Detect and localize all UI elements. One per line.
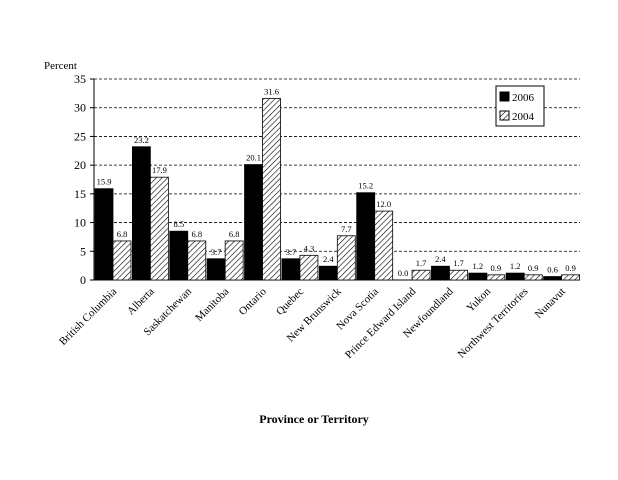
category-label-prince-edward-island: Prince Edward Island xyxy=(343,285,419,361)
legend: 2006 2004 xyxy=(495,85,545,127)
bar-2006-manitoba xyxy=(206,258,226,281)
bar-2006-northwest-territories xyxy=(505,272,525,281)
bar-2004-yukon xyxy=(486,274,506,281)
category-label-yukon: Yukon xyxy=(464,285,493,314)
data-label-2006-nunavut: 0.6 xyxy=(547,265,558,275)
data-label-2006-alberta: 23.2 xyxy=(134,135,149,145)
bar-2006-alberta xyxy=(131,146,151,281)
bars xyxy=(94,98,581,281)
bar-2006-quebec xyxy=(281,258,301,281)
bar-2004-british-columbia xyxy=(112,240,132,281)
data-label-2006-new-brunswick: 2.4 xyxy=(323,254,334,264)
data-label-2006-nova-scotia: 15.2 xyxy=(358,181,373,191)
y-tick-label: 15 xyxy=(74,187,86,201)
category-label-manitoba: Manitoba xyxy=(193,286,231,324)
y-tick-label: 5 xyxy=(80,244,86,258)
y-tick-label: 0 xyxy=(80,273,86,287)
data-label-2004-quebec: 4.3 xyxy=(304,243,315,253)
data-label-2004-alberta: 17.9 xyxy=(152,165,167,175)
legend-swatch-2004 xyxy=(499,110,510,121)
data-label-2006-ontario: 20.1 xyxy=(246,153,261,163)
data-label-2006-manitoba: 3.7 xyxy=(211,247,222,257)
bar-2004-quebec xyxy=(299,254,319,281)
bar-2006-nova-scotia xyxy=(356,192,376,281)
x-axis-title: Province or Territory xyxy=(259,412,369,426)
y-tick-label: 25 xyxy=(74,129,86,143)
legend-swatch-2006 xyxy=(499,91,510,102)
data-label-2004-nova-scotia: 12.0 xyxy=(376,199,391,209)
bar-2006-british-columbia xyxy=(94,188,114,281)
legend-label-2006: 2006 xyxy=(512,92,535,104)
data-label-2004-ontario: 31.6 xyxy=(264,87,279,97)
bar-2004-nova-scotia xyxy=(374,210,394,281)
category-label-quebec: Quebec xyxy=(274,286,306,318)
y-tick-label: 20 xyxy=(74,158,86,172)
category-label-nunavut: Nunavut xyxy=(533,286,568,321)
bar-2004-new-brunswick xyxy=(336,235,356,281)
bar-2004-nunavut xyxy=(561,274,581,281)
bar-2004-saskatchewan xyxy=(187,240,207,281)
data-label-2004-saskatchewan: 6.8 xyxy=(191,229,202,239)
data-label-2004-yukon: 0.9 xyxy=(491,263,502,273)
data-label-2004-newfoundland: 1.7 xyxy=(453,258,464,268)
bar-2004-manitoba xyxy=(224,240,244,281)
data-label-2004-british-columbia: 6.8 xyxy=(117,229,128,239)
data-label-2006-newfoundland: 2.4 xyxy=(435,254,446,264)
bar-2004-ontario xyxy=(262,98,281,281)
data-label-2004-nunavut: 0.9 xyxy=(565,263,576,273)
data-label-2006-british-columbia: 15.9 xyxy=(97,177,112,187)
category-label-alberta: Alberta xyxy=(125,286,157,318)
bar-2006-ontario xyxy=(244,164,263,281)
data-label-2004-new-brunswick: 7.7 xyxy=(341,224,352,234)
data-label-2006-prince-edward-island: 0.0 xyxy=(398,268,409,278)
bar-2004-prince-edward-island xyxy=(411,269,431,281)
bar-2004-alberta xyxy=(149,176,169,281)
bar-2006-yukon xyxy=(468,272,488,281)
bar-2006-new-brunswick xyxy=(318,265,338,281)
bar-2004-northwest-territories xyxy=(523,274,543,281)
data-label-2006-yukon: 1.2 xyxy=(473,261,484,271)
category-label-british-columbia: British Columbia xyxy=(57,286,119,348)
bar-2004-newfoundland xyxy=(449,269,468,281)
y-axis-title: Percent xyxy=(44,60,77,72)
y-tick-label: 30 xyxy=(74,101,86,115)
bar-2006-nunavut xyxy=(543,276,563,281)
bar-2006-newfoundland xyxy=(431,265,450,281)
data-label-2004-northwest-territories: 0.9 xyxy=(528,263,539,273)
data-label-2004-prince-edward-island: 1.7 xyxy=(416,258,427,268)
bar-2006-saskatchewan xyxy=(169,230,189,281)
legend-label-2004: 2004 xyxy=(512,111,535,123)
category-label-ontario: Ontario xyxy=(237,285,270,318)
y-tick-label: 10 xyxy=(74,216,86,230)
data-label-2006-saskatchewan: 8.5 xyxy=(173,219,184,229)
gridlines xyxy=(94,78,580,252)
data-labels: 15.9 6.8 23.2 17.9 8.5 6.8 3.7 6.8 20.1 31.6 3.7 4.… xyxy=(97,87,576,278)
data-label-2004-manitoba: 6.8 xyxy=(229,229,240,239)
y-tick-label: 35 xyxy=(74,72,86,86)
category-label-northwest-territories: Northwest Territories xyxy=(456,286,531,361)
data-label-2006-northwest-territories: 1.2 xyxy=(510,261,521,271)
data-label-2006-quebec: 3.7 xyxy=(286,247,297,257)
